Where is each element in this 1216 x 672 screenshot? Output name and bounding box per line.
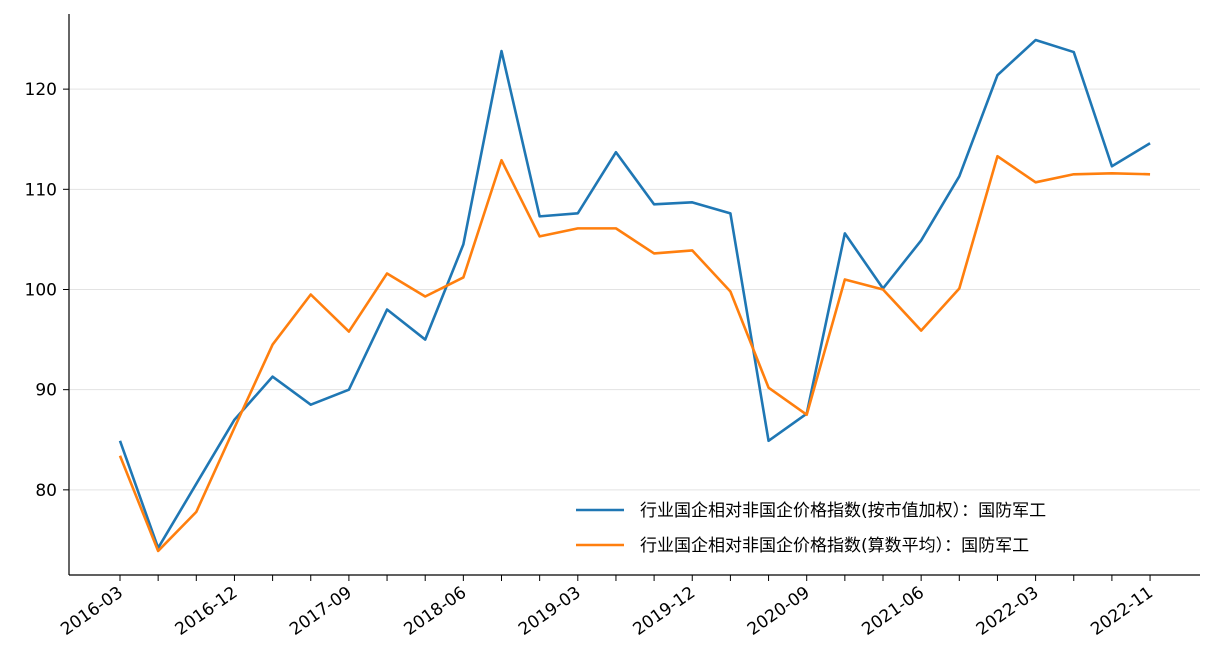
- x-tick-label: 2018-06: [401, 583, 471, 640]
- y-tick-label: 80: [35, 481, 57, 501]
- series-line: [118, 154, 1151, 553]
- series-line: [118, 38, 1151, 550]
- x-tick-label: 2022-11: [1087, 583, 1157, 640]
- x-tick-label: 2017-09: [286, 583, 356, 640]
- y-tick-label: 100: [25, 280, 57, 300]
- legend-label: 行业国企相对非国企价格指数(算数平均）：国防军工: [640, 536, 1029, 556]
- x-tick-label: 2019-03: [515, 583, 585, 640]
- legend-label: 行业国企相对非国企价格指数(按市值加权）：国防军工: [640, 501, 1046, 521]
- x-tick-label: 2021-06: [858, 583, 928, 640]
- x-tick-label: 2016-03: [57, 583, 127, 640]
- y-tick-label: 120: [25, 80, 57, 100]
- y-tick-label: 90: [35, 381, 57, 401]
- y-tick-label: 110: [25, 180, 57, 200]
- x-tick-label: 2016-12: [172, 583, 242, 640]
- x-tick-label: 2022-03: [973, 583, 1043, 640]
- x-tick-label: 2020-09: [744, 583, 814, 640]
- grid: [69, 88, 1200, 491]
- x-tick-label: 2019-12: [629, 583, 699, 640]
